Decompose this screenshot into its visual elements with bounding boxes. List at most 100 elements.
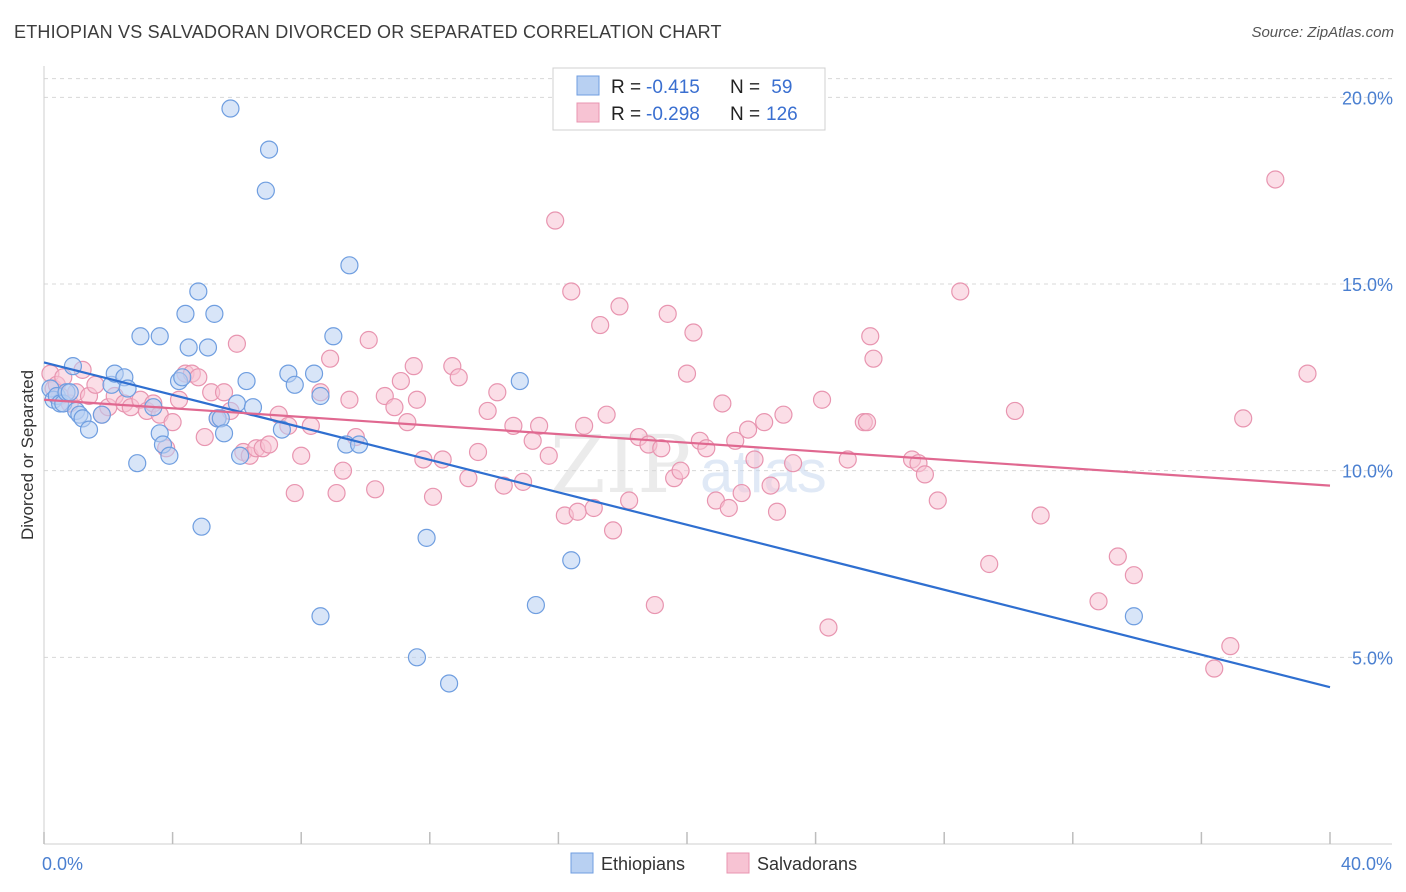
ethiopian-point-38 bbox=[237, 371, 256, 391]
salvadoran-point-121 bbox=[1221, 637, 1240, 656]
ethiopian-point-57 bbox=[562, 551, 581, 570]
ethiopian-point-35 bbox=[221, 99, 240, 118]
ethiopian-point-25 bbox=[173, 368, 192, 387]
salvadoran-point-71 bbox=[562, 282, 581, 301]
ethiopian-point-26 bbox=[176, 304, 195, 323]
ethiopian-point-56 bbox=[526, 595, 545, 615]
ethiopian-point-58 bbox=[1124, 607, 1143, 626]
salvadoran-point-74 bbox=[584, 498, 603, 518]
y-tick-labels: 5.0% 10.0% 15.0% 20.0% bbox=[1342, 88, 1393, 668]
salvadoran-point-96 bbox=[738, 420, 758, 439]
salvadoran-point-88 bbox=[684, 323, 703, 342]
salvadoran-point-68 bbox=[539, 446, 558, 465]
salvadoran-point-90 bbox=[697, 439, 716, 458]
salvadoran-point-67 bbox=[530, 416, 549, 435]
legend-swatch-salvadorans bbox=[576, 102, 600, 123]
salvadoran-point-78 bbox=[610, 297, 629, 316]
salvadoran-point-73 bbox=[575, 416, 594, 435]
salvadoran-point-93 bbox=[719, 498, 738, 518]
legend-swatch-ethiopians bbox=[576, 75, 600, 96]
salvadoran-point-38 bbox=[285, 483, 304, 503]
salvadoran-point-107 bbox=[864, 349, 883, 368]
salvadoran-point-39 bbox=[292, 446, 311, 465]
ethiopian-point-18 bbox=[128, 454, 147, 473]
ethiopian-point-23 bbox=[160, 446, 179, 465]
salvadoran-point-103 bbox=[812, 390, 832, 409]
ethiopian-point-53 bbox=[417, 528, 436, 547]
bottom-legend-salvadorans: Salvadorans bbox=[757, 854, 857, 874]
ethiopian-point-44 bbox=[285, 375, 304, 394]
salvadoran-point-105 bbox=[838, 450, 857, 469]
salvadoran-point-9 bbox=[86, 375, 105, 394]
salvadoran-point-48 bbox=[366, 480, 385, 499]
ethiopian-point-28 bbox=[189, 282, 208, 301]
ethiopian-point-45 bbox=[304, 364, 324, 383]
salvadoran-point-45 bbox=[340, 390, 359, 409]
salvadoran-point-72 bbox=[568, 502, 587, 521]
salvadoran-point-69 bbox=[546, 211, 565, 230]
salvadoran-point-104 bbox=[819, 618, 838, 637]
legend-box: R = -0.415 N = 59 R = -0.298 N = 126 bbox=[552, 67, 826, 131]
salvadoran-point-79 bbox=[620, 491, 639, 510]
salvadoran-point-95 bbox=[732, 483, 751, 503]
chart-source: Source: ZipAtlas.com bbox=[1251, 24, 1394, 41]
x-tick-label-min: 0.0% bbox=[42, 854, 83, 874]
chart-title: ETHIOPIAN VS SALVADORAN DIVORCED OR SEPA… bbox=[14, 22, 722, 42]
y-tick-label-10: 10.0% bbox=[1342, 462, 1393, 482]
legend-r-label-2: R = bbox=[611, 104, 641, 125]
ethiopian-point-40 bbox=[256, 181, 275, 200]
trend-lines bbox=[43, 361, 1331, 689]
ethiopian-point-6 bbox=[60, 383, 79, 402]
ethiopian-point-46 bbox=[311, 386, 330, 406]
salvadoran-point-125 bbox=[857, 413, 877, 432]
ethiopian-trend-line bbox=[43, 361, 1331, 689]
salvadoran-point-92 bbox=[713, 394, 732, 413]
salvadoran-point-124 bbox=[1298, 364, 1317, 383]
salvadoran-point-111 bbox=[915, 465, 935, 484]
salvadoran-point-44 bbox=[333, 461, 353, 480]
x-tick-label-max: 40.0% bbox=[1341, 854, 1392, 874]
salvadoran-point-99 bbox=[761, 476, 780, 495]
ethiopian-point-20 bbox=[150, 327, 169, 346]
ethiopian-point-47 bbox=[311, 607, 330, 626]
salvadoran-point-61 bbox=[478, 401, 497, 421]
ethiopian-point-12 bbox=[92, 405, 111, 424]
salvadoran-point-113 bbox=[951, 282, 970, 301]
ethiopian-point-11 bbox=[79, 420, 99, 439]
salvadoran-point-28 bbox=[214, 383, 234, 402]
salvadoran-point-76 bbox=[597, 405, 616, 424]
salvadoran-point-25 bbox=[195, 427, 214, 447]
salvadoran-point-58 bbox=[449, 368, 468, 387]
legend-n-value-2: 126 bbox=[766, 104, 798, 125]
salvadoran-point-102 bbox=[783, 454, 803, 473]
salvadoran-point-60 bbox=[468, 442, 488, 462]
salvadoran-point-119 bbox=[1124, 566, 1143, 585]
ethiopian-point-50 bbox=[340, 256, 359, 275]
ethiopian-point-27 bbox=[179, 338, 198, 357]
legend-n-value-1: 59 bbox=[766, 77, 792, 98]
salvadoran-point-112 bbox=[928, 491, 947, 510]
salvadoran-point-100 bbox=[767, 502, 787, 521]
ethiopian-point-17 bbox=[131, 327, 150, 346]
y-tick-label-5: 5.0% bbox=[1352, 648, 1393, 668]
axes bbox=[43, 66, 1392, 845]
salvadoran-point-120 bbox=[1205, 659, 1224, 678]
ethiopian-point-54 bbox=[439, 674, 459, 693]
salvadoran-point-30 bbox=[227, 334, 246, 353]
salvadoran-point-82 bbox=[645, 595, 664, 615]
ethiopian-point-34 bbox=[214, 424, 234, 443]
ethiopian-point-41 bbox=[259, 140, 279, 159]
y-tick-label-15: 15.0% bbox=[1342, 275, 1393, 295]
salvadoran-point-115 bbox=[1005, 401, 1025, 421]
ethiopian-point-31 bbox=[205, 304, 224, 323]
salvadoran-point-63 bbox=[494, 476, 513, 495]
salvadoran-point-98 bbox=[755, 413, 774, 432]
salvadoran-point-75 bbox=[591, 315, 610, 335]
salvadoran-trend-line bbox=[43, 398, 1331, 487]
salvadoran-point-101 bbox=[774, 405, 793, 424]
salvadoran-point-35 bbox=[259, 435, 279, 454]
salvadoran-point-118 bbox=[1108, 547, 1127, 566]
salvadoran-point-55 bbox=[423, 487, 443, 506]
salvadoran-point-123 bbox=[1266, 170, 1285, 189]
salvadoran-point-108 bbox=[861, 327, 880, 346]
